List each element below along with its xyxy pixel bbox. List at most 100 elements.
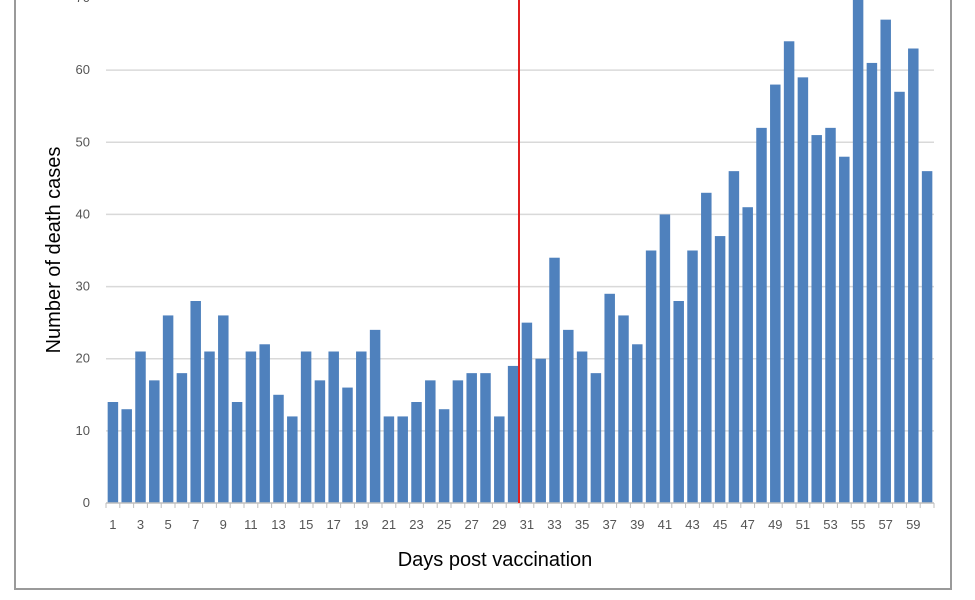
x-tick-label: 15	[299, 517, 313, 532]
bar-day-45	[714, 236, 726, 504]
x-tick-label: 57	[878, 517, 892, 532]
y-tick-label: 70	[76, 0, 90, 5]
y-axis-title: Number of death cases	[43, 147, 65, 354]
bar-day-47	[742, 207, 753, 503]
bar-day-9	[218, 315, 229, 503]
bar-day-39	[632, 344, 643, 503]
bar-day-54	[839, 156, 850, 503]
x-tick-label: 51	[796, 517, 810, 532]
bar-day-8	[204, 351, 215, 503]
bars	[107, 0, 933, 504]
x-tick-label: 3	[137, 517, 144, 532]
bar-day-21	[383, 416, 395, 503]
x-tick-label: 49	[768, 517, 782, 532]
x-tick-label: 35	[575, 517, 589, 532]
x-tick-label: 23	[409, 517, 423, 532]
x-tick-label: 11	[244, 517, 258, 532]
bar-day-17	[328, 351, 339, 503]
bar-day-40	[645, 250, 657, 503]
bar-day-41	[659, 214, 671, 503]
x-tick-label: 47	[740, 517, 754, 532]
x-tick-label: 17	[326, 517, 340, 532]
x-tick-label: 9	[220, 517, 227, 532]
bar-day-53	[825, 127, 836, 503]
bar-day-56	[866, 62, 878, 504]
x-tick-label: 29	[492, 517, 506, 532]
bar-day-57	[880, 19, 891, 504]
x-tick-label: 21	[382, 517, 396, 532]
bar-day-12	[259, 344, 270, 503]
bar-day-20	[369, 329, 381, 503]
bar-day-30	[507, 365, 519, 503]
x-axis-title: Days post vaccination	[398, 549, 593, 571]
bar-day-44	[701, 192, 712, 504]
bar-day-15	[300, 351, 312, 503]
x-tick-label: 5	[164, 517, 171, 532]
bar-day-2	[121, 409, 132, 503]
x-tick-label: 25	[437, 517, 451, 532]
x-tick-label: 41	[658, 517, 672, 532]
x-tick-label: 31	[520, 517, 534, 532]
bar-day-49	[770, 84, 781, 504]
bar-day-55	[852, 0, 864, 503]
bar-day-22	[397, 416, 408, 503]
bar-day-11	[245, 351, 257, 503]
bar-day-1	[107, 402, 119, 503]
x-tick-label: 7	[192, 517, 199, 532]
bar-day-52	[811, 135, 822, 504]
bar-day-58	[894, 91, 905, 504]
y-tick-label: 40	[76, 206, 90, 221]
bar-day-42	[673, 301, 684, 503]
bar-day-24	[425, 380, 436, 503]
bar-day-18	[342, 387, 353, 503]
bar-day-29	[494, 416, 505, 503]
bar-day-16	[314, 380, 326, 503]
bar-day-27	[466, 373, 477, 503]
bar-day-32	[535, 358, 546, 503]
bar-day-46	[728, 171, 740, 503]
bar-day-48	[756, 127, 767, 503]
bar-day-4	[149, 380, 160, 503]
x-tick-label: 53	[823, 517, 837, 532]
bar-day-43	[687, 250, 698, 503]
bar-day-6	[176, 373, 188, 503]
bar-day-59	[908, 48, 919, 503]
x-tick-label: 37	[602, 517, 616, 532]
x-tick-label: 27	[464, 517, 478, 532]
bar-day-34	[563, 329, 574, 503]
bar-day-60	[921, 171, 933, 503]
bar-day-51	[797, 77, 809, 503]
y-tick-label: 20	[76, 351, 90, 366]
bar-day-5	[162, 315, 174, 503]
bar-day-36	[590, 373, 602, 503]
y-tick-label: 10	[76, 423, 90, 438]
bar-day-25	[438, 409, 450, 503]
bar-day-33	[549, 257, 560, 503]
y-tick-label: 0	[83, 495, 90, 510]
x-axis-tick-labels: 1 3 5 7 9 11 13 15 17 19 21 23 25 27 29 31 33 35 37 39 41 43 4…	[109, 517, 920, 532]
x-tick-label: 45	[713, 517, 727, 532]
bar-day-37	[604, 293, 615, 503]
bar-day-50	[783, 41, 795, 504]
bar-day-10	[231, 402, 243, 503]
y-tick-label: 60	[76, 62, 90, 77]
bar-day-7	[190, 301, 201, 503]
bar-day-26	[452, 380, 464, 503]
bar-day-3	[135, 351, 146, 503]
bar-day-38	[618, 315, 629, 503]
x-tick-label: 59	[906, 517, 920, 532]
x-tick-label: 43	[685, 517, 699, 532]
bar-day-13	[273, 394, 284, 503]
x-axis-ticks	[105, 503, 935, 508]
x-tick-label: 39	[630, 517, 644, 532]
bar-day-35	[576, 351, 588, 503]
y-tick-label: 30	[76, 279, 90, 294]
y-tick-label: 50	[76, 134, 90, 149]
x-tick-label: 1	[109, 517, 116, 532]
bar-day-14	[287, 416, 298, 503]
bar-day-28	[480, 373, 491, 503]
x-tick-label: 19	[354, 517, 368, 532]
x-tick-label: 33	[547, 517, 561, 532]
y-axis-tick-labels: 0 10 20 30 40 50 60 70	[76, 0, 90, 510]
